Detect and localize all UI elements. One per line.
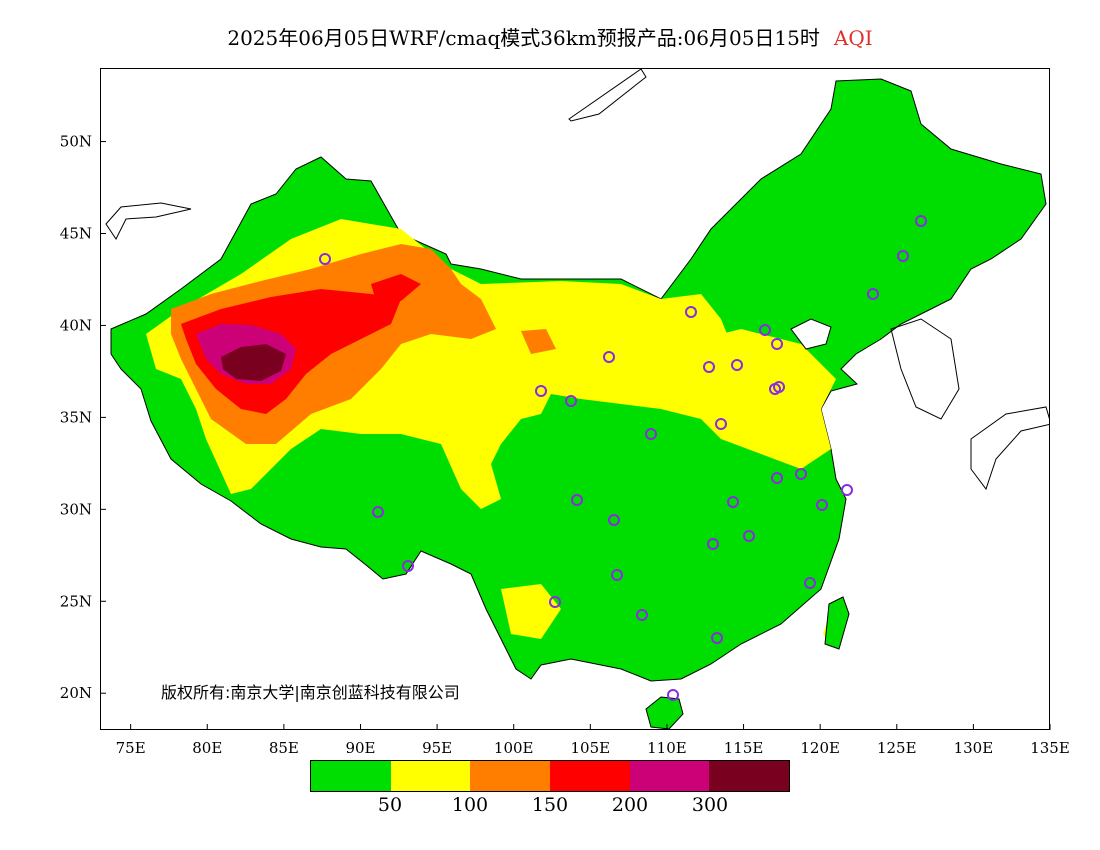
lat-tick-label: 25N	[60, 592, 92, 610]
aqi-colorbar	[310, 760, 790, 792]
city-station-marker	[711, 632, 723, 644]
lat-tick-label: 35N	[60, 408, 92, 426]
hainan-island	[645, 696, 684, 729]
city-station-marker	[535, 385, 547, 397]
city-station-marker	[645, 428, 657, 440]
lon-tick-label: 105E	[571, 739, 611, 757]
lat-tick-label: 40N	[60, 316, 92, 334]
aqi-map	[105, 69, 1049, 729]
lon-tick-label: 90E	[345, 739, 375, 757]
japan-coast-outline	[970, 406, 1049, 491]
lon-tick-label: 75E	[116, 739, 146, 757]
city-station-marker	[608, 514, 620, 526]
city-station-marker	[402, 560, 414, 572]
city-station-marker	[372, 506, 384, 518]
korea-coast-outline	[890, 318, 960, 420]
aqi-zone-red-north	[371, 274, 421, 301]
colorbar-swatch	[470, 761, 551, 791]
city-station-marker	[603, 351, 615, 363]
aqi-zone-yellow-south	[501, 584, 561, 639]
lon-tick-label: 85E	[269, 739, 299, 757]
page-title: 2025年06月05日WRF/cmaq模式36km预报产品:06月05日15时 A…	[0, 22, 1100, 51]
city-station-marker	[897, 250, 909, 262]
city-station-marker	[685, 306, 697, 318]
lon-tick-label: 135E	[1030, 739, 1070, 757]
lat-tick-label: 30N	[60, 500, 92, 518]
aqi-colorbar-ticks: 50 100 150 200 300	[310, 794, 790, 818]
colorbar-swatch	[390, 761, 471, 791]
colorbar-tick-label: 50	[377, 794, 403, 816]
lon-tick-label: 115E	[724, 739, 764, 757]
city-station-marker	[816, 499, 828, 511]
city-station-markers	[319, 215, 927, 701]
lon-tick-label: 125E	[877, 739, 917, 757]
city-station-marker	[703, 361, 715, 373]
colorbar-tick-label: 300	[691, 794, 729, 816]
city-station-marker	[727, 496, 739, 508]
city-station-marker	[841, 484, 853, 496]
lon-tick-label: 80E	[192, 739, 222, 757]
city-station-marker	[867, 288, 879, 300]
taiwan-island	[824, 596, 850, 650]
russia-coast-outline	[568, 69, 647, 122]
title-text: 2025年06月05日WRF/cmaq模式36km预报产品:06月05日15时	[227, 26, 820, 50]
city-station-marker	[795, 468, 807, 480]
city-station-marker	[771, 472, 783, 484]
lat-tick-label: 50N	[60, 133, 92, 151]
lat-tick-label: 20N	[60, 684, 92, 702]
city-station-marker	[743, 530, 755, 542]
city-station-marker	[549, 596, 561, 608]
city-station-marker	[731, 359, 743, 371]
city-station-marker	[565, 395, 577, 407]
city-station-marker	[769, 383, 781, 395]
bohai-sea-outline	[790, 318, 832, 350]
title-variable: AQI	[833, 26, 873, 50]
city-station-marker	[771, 338, 783, 350]
colorbar-swatch	[629, 761, 710, 791]
city-station-marker	[571, 494, 583, 506]
city-station-marker	[915, 215, 927, 227]
city-station-marker	[715, 418, 727, 430]
map-panel: 版权所有:南京大学|南京创蓝科技有限公司	[100, 68, 1050, 730]
lon-tick-label: 95E	[422, 739, 452, 757]
city-station-marker	[319, 253, 331, 265]
city-station-marker	[667, 689, 679, 701]
city-station-marker	[636, 609, 648, 621]
colorbar-tick-label: 200	[611, 794, 649, 816]
lake-balkhash-outline	[105, 202, 192, 240]
colorbar-swatch	[550, 761, 630, 791]
lon-tick-label: 120E	[800, 739, 840, 757]
city-station-marker	[759, 324, 771, 336]
colorbar-swatch	[311, 761, 391, 791]
lon-tick-label: 130E	[954, 739, 994, 757]
aqi-zone-maroon	[221, 344, 286, 381]
colorbar-tick-label: 150	[531, 794, 569, 816]
city-station-marker	[707, 538, 719, 550]
copyright-text: 版权所有:南京大学|南京创蓝科技有限公司	[161, 683, 460, 702]
lon-tick-label: 110E	[647, 739, 687, 757]
city-station-marker	[611, 569, 623, 581]
aqi-zone-orange-small	[521, 329, 556, 354]
city-station-marker	[804, 577, 816, 589]
lon-tick-label: 100E	[494, 739, 534, 757]
lat-tick-label: 45N	[60, 225, 92, 243]
colorbar-tick-label: 100	[451, 794, 489, 816]
colorbar-swatch	[709, 761, 790, 791]
